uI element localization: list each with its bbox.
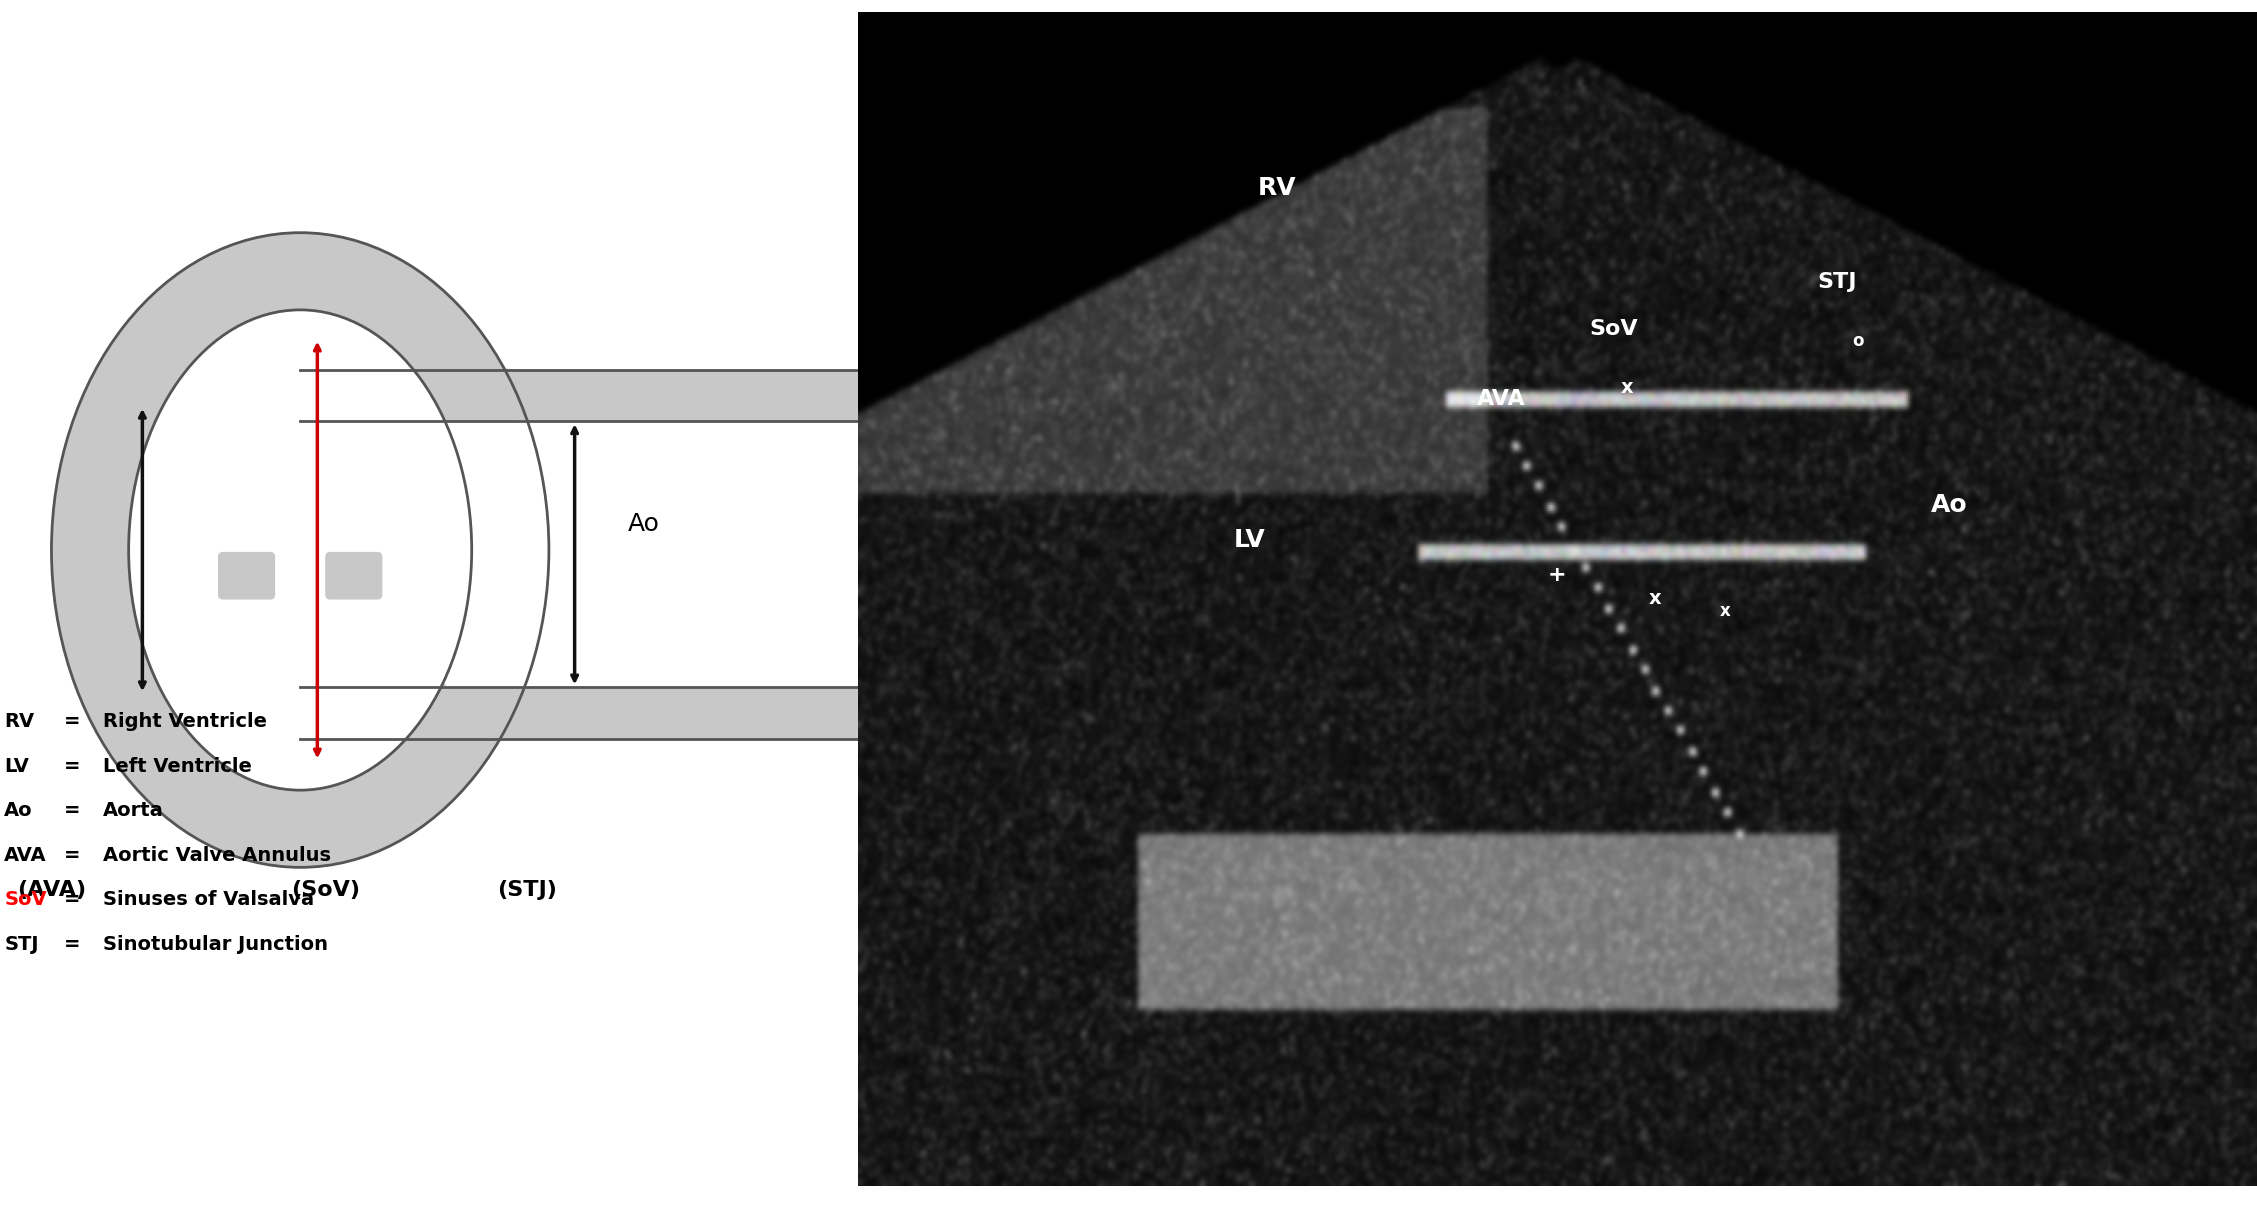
Text: Ao: Ao — [627, 512, 659, 536]
Text: (AVA): (AVA) — [18, 880, 86, 900]
Text: Aortic Valve Annulus: Aortic Valve Annulus — [104, 846, 332, 865]
Polygon shape — [447, 687, 858, 738]
Text: SoV: SoV — [5, 891, 47, 910]
Text: Right Ventricle: Right Ventricle — [104, 711, 266, 731]
Polygon shape — [447, 370, 858, 421]
Text: x: x — [1720, 601, 1731, 620]
Polygon shape — [300, 353, 515, 438]
Text: SoV: SoV — [1589, 319, 1639, 339]
Text: =: = — [63, 891, 81, 910]
Text: LV: LV — [5, 756, 29, 776]
Ellipse shape — [129, 310, 472, 790]
Text: +: + — [1548, 565, 1566, 586]
Text: x: x — [1650, 589, 1661, 609]
Text: Sinuses of Valsalva: Sinuses of Valsalva — [104, 891, 314, 910]
Text: (STJ): (STJ) — [497, 880, 557, 900]
Polygon shape — [300, 421, 515, 687]
Text: =: = — [63, 756, 81, 776]
Text: Aorta: Aorta — [104, 801, 165, 820]
Polygon shape — [447, 421, 858, 687]
Text: Sinotubular Junction: Sinotubular Junction — [104, 935, 327, 953]
Text: STJ: STJ — [1817, 272, 1858, 292]
Text: x: x — [1621, 379, 1634, 397]
Text: STJ: STJ — [5, 935, 38, 953]
Polygon shape — [300, 670, 515, 756]
Text: =: = — [63, 801, 81, 820]
FancyBboxPatch shape — [219, 553, 275, 599]
Text: o: o — [1853, 332, 1864, 350]
Text: Ao: Ao — [1930, 492, 1968, 517]
Text: Ao: Ao — [5, 801, 34, 820]
Text: LV: LV — [1235, 529, 1266, 552]
Text: (SoV): (SoV) — [291, 880, 361, 900]
FancyBboxPatch shape — [325, 553, 381, 599]
Ellipse shape — [129, 310, 472, 790]
Text: RV: RV — [5, 711, 34, 731]
Text: RV: RV — [1257, 177, 1298, 200]
Ellipse shape — [52, 232, 548, 868]
Text: =: = — [63, 935, 81, 953]
Text: AVA: AVA — [5, 846, 47, 865]
Text: =: = — [63, 711, 81, 731]
Text: =: = — [63, 846, 81, 865]
Text: AVA: AVA — [1476, 390, 1526, 409]
Text: Left Ventricle: Left Ventricle — [104, 756, 253, 776]
